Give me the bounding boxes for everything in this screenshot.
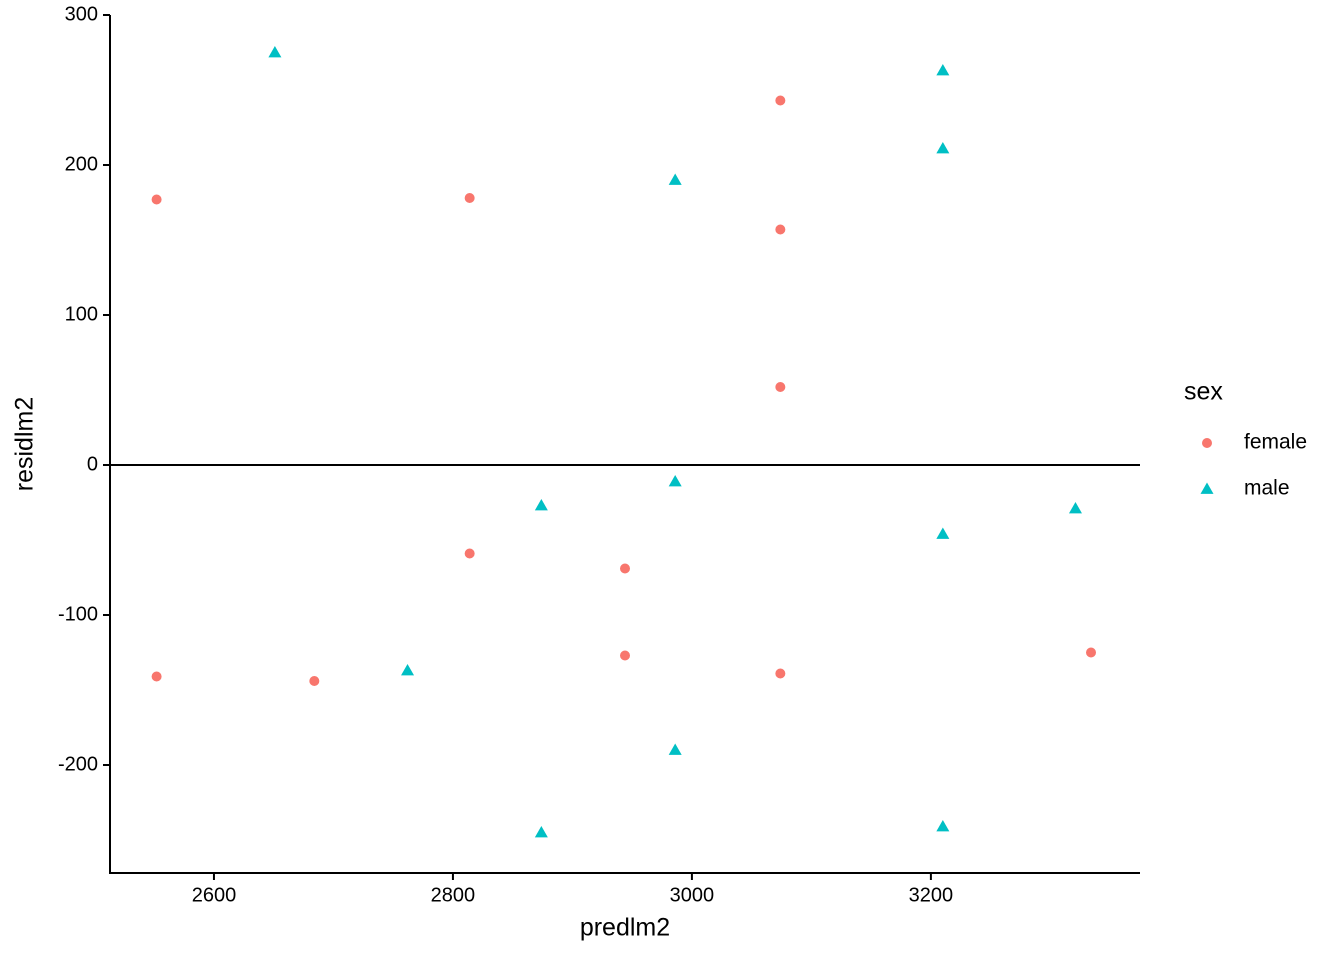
y-tick-label: -100 [58,603,98,625]
point [620,650,630,661]
point [775,382,786,392]
x-axis-title: predlm2 [580,914,670,942]
point [936,820,950,832]
point [151,671,162,682]
point [620,563,630,574]
point [775,95,786,106]
point [1068,502,1082,514]
x-tick-label: 3200 [909,884,954,906]
point [775,668,786,679]
point [668,475,682,487]
x-tick-label: 2800 [431,884,476,906]
point [464,548,475,559]
point [936,142,950,154]
y-tick-label: 200 [65,153,98,175]
point [464,193,475,203]
point [1086,647,1097,658]
x-tick-label: 2600 [192,884,237,906]
point [309,676,320,686]
point [668,743,682,755]
y-tick-label: 300 [65,3,98,25]
y-axis-title: residlm2 [11,397,39,491]
y-tick-label: 100 [65,303,98,325]
point [936,527,950,539]
y-tick-label: 0 [87,453,98,475]
point [401,664,415,676]
x-tick-label: 3000 [670,884,715,906]
y-tick-label: -200 [58,753,98,775]
point [668,173,682,185]
point [151,194,162,205]
point [936,64,950,76]
legend-title: sex [1184,378,1223,406]
legend-key [1202,438,1212,448]
point [534,499,548,511]
legend-label: male [1244,477,1290,500]
point [534,826,548,838]
legend-key [1200,482,1214,494]
point [775,224,786,235]
legend-label: female [1244,431,1307,454]
point [268,46,282,58]
